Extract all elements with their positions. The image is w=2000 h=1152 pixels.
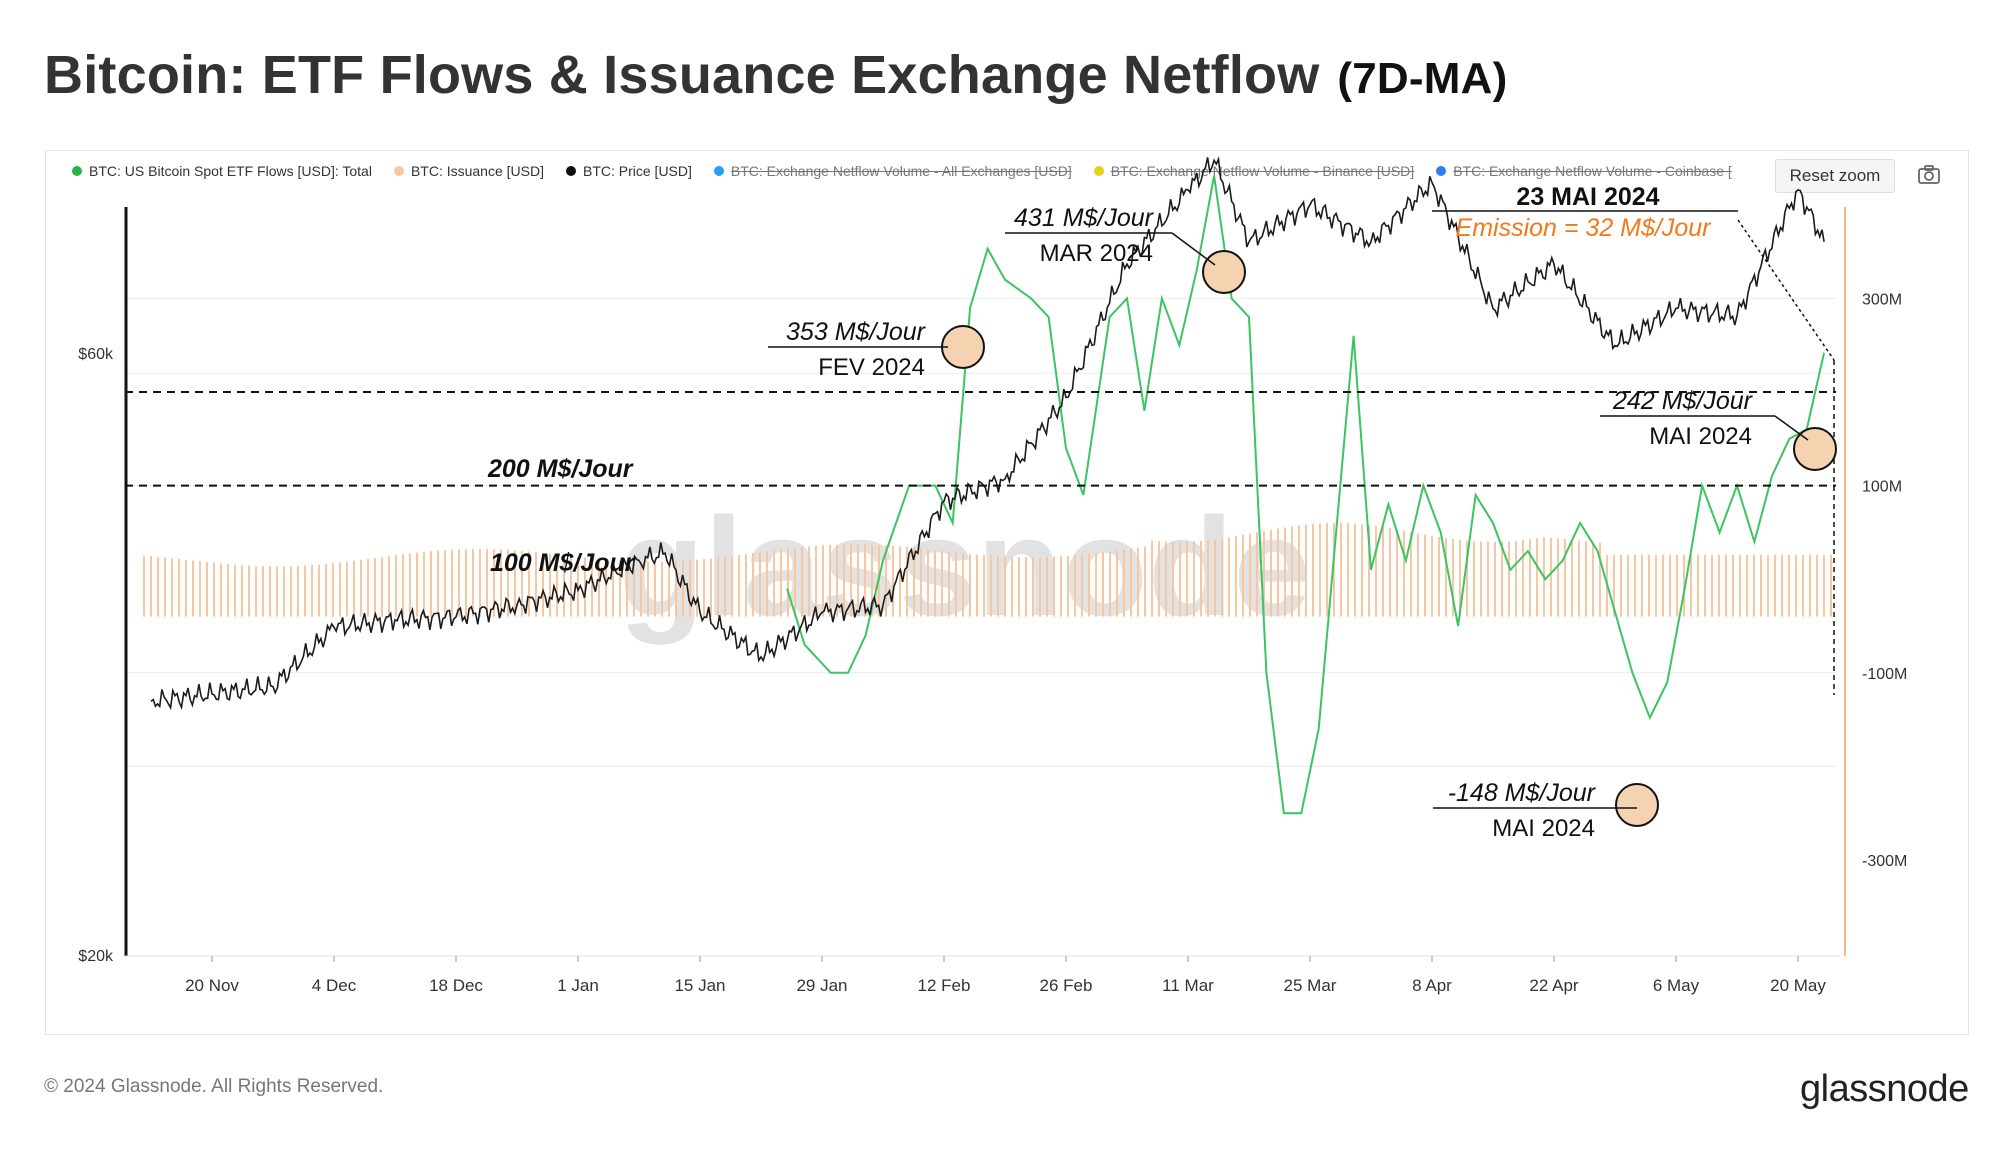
legend-label: BTC: US Bitcoin Spot ETF Flows [USD]: To…	[89, 163, 372, 179]
brand-logo: glassnode	[1800, 1068, 1969, 1110]
x-tick-label: 11 Mar	[1162, 976, 1214, 995]
x-tick-label: 25 Mar	[1284, 976, 1337, 995]
maylo-marker	[1615, 783, 1659, 827]
legend-item-price[interactable]: BTC: Price [USD]	[565, 163, 692, 179]
feb-marker	[941, 325, 985, 369]
y-right-tick-label: 100M	[1862, 479, 1902, 496]
etf-flows-line	[786, 175, 1826, 815]
mar-marker	[1202, 250, 1246, 294]
legend-item-netflow-all[interactable]: BTC: Exchange Netflow Volume - All Excha…	[713, 163, 1072, 179]
mar-leader	[1171, 232, 1216, 266]
y-right-tick-label: 300M	[1862, 291, 1902, 308]
feb-value: 353 M$/Jour	[786, 318, 927, 346]
emission-label: Emission = 32 M$/Jour	[1456, 214, 1713, 242]
title-main: Bitcoin: ETF Flows & Issuance Exchange N…	[44, 45, 1320, 105]
legend-label: BTC: Exchange Netflow Volume - Binance […	[1110, 163, 1415, 179]
x-tick-label: 1 Jan	[557, 976, 599, 995]
legend: BTC: US Bitcoin Spot ETF Flows [USD]: To…	[72, 163, 1732, 179]
halving-date: 23 MAI 2024	[1516, 183, 1659, 211]
legend-label: BTC: Price [USD]	[582, 163, 692, 179]
mar-date: MAR 2024	[1040, 240, 1153, 267]
legend-dot-icon	[1436, 166, 1447, 176]
x-tick-label: 22 Apr	[1529, 976, 1578, 995]
label-200: 200 M$/Jour	[487, 455, 634, 483]
camera-icon[interactable]	[1916, 161, 1942, 187]
legend-item-netflow-binance[interactable]: BTC: Exchange Netflow Volume - Binance […	[1093, 163, 1415, 179]
legend-item-issuance[interactable]: BTC: Issuance [USD]	[393, 163, 544, 179]
series-layer	[150, 156, 1826, 815]
legend-dot-icon	[72, 166, 82, 176]
y-left-tick-label: $60k	[78, 346, 114, 363]
mayhi-date: MAI 2024	[1649, 423, 1752, 450]
legend-dot-icon	[713, 166, 724, 176]
mayhi-value: 242 M$/Jour	[1612, 387, 1754, 415]
legend-dot-icon	[1093, 166, 1104, 176]
reset-zoom-button[interactable]: Reset zoom	[1775, 159, 1895, 193]
issuance-bars	[143, 523, 1832, 617]
feb-date: FEV 2024	[818, 354, 925, 381]
legend-label: BTC: Exchange Netflow Volume - Coinbase …	[1453, 163, 1732, 179]
mar-value: 431 M$/Jour	[1014, 204, 1155, 232]
x-tick-label: 12 Feb	[918, 976, 971, 995]
x-tick-label: 29 Jan	[796, 976, 847, 995]
title-suffix: (7D-MA)	[1337, 54, 1508, 103]
axes: 20 Nov 4 Dec 18 Dec 1 Jan 15 Jan 29 Jan 12 Feb…	[78, 207, 1907, 995]
legend-dot-icon	[393, 166, 404, 176]
page-title: Bitcoin: ETF Flows & Issuance Exchange N…	[44, 44, 1507, 106]
y-right-tick-label: -300M	[1862, 853, 1907, 870]
x-tick-label: 26 Feb	[1040, 976, 1093, 995]
y-left-tick-label: $20k	[78, 948, 114, 965]
reference-lines	[125, 219, 1836, 695]
legend-item-etf[interactable]: BTC: US Bitcoin Spot ETF Flows [USD]: To…	[72, 163, 372, 179]
legend-item-netflow-coinbase[interactable]: BTC: Exchange Netflow Volume - Coinbase …	[1436, 163, 1732, 179]
legend-label: BTC: Issuance [USD]	[410, 163, 544, 179]
x-tick-label: 8 Apr	[1412, 976, 1452, 995]
x-tick-label: 18 Dec	[429, 976, 483, 995]
watermark: glassnode	[619, 488, 1311, 645]
mayhi-leader	[1774, 415, 1809, 441]
halving-leader	[1737, 219, 1835, 361]
x-tick-label: 4 Dec	[312, 976, 357, 995]
x-tick-label: 15 Jan	[674, 976, 725, 995]
x-tick-label: 20 Nov	[185, 976, 239, 995]
copyright: © 2024 Glassnode. All Rights Reserved.	[44, 1076, 384, 1097]
legend-label: BTC: Exchange Netflow Volume - All Excha…	[730, 163, 1072, 179]
x-tick-label: 6 May	[1653, 976, 1700, 995]
maylo-date: MAI 2024	[1492, 815, 1595, 842]
label-100: 100 M$/Jour	[490, 549, 636, 577]
mayhi-marker	[1793, 427, 1837, 471]
price-line	[150, 156, 1825, 711]
x-tick-label: 20 May	[1770, 976, 1826, 995]
annotations: 200 M$/Jour 100 M$/Jour 353 M$/Jour FEV 202…	[487, 183, 1837, 842]
maylo-value: -148 M$/Jour	[1448, 779, 1597, 807]
y-right-tick-label: -100M	[1862, 666, 1907, 683]
legend-dot-icon	[565, 166, 576, 176]
